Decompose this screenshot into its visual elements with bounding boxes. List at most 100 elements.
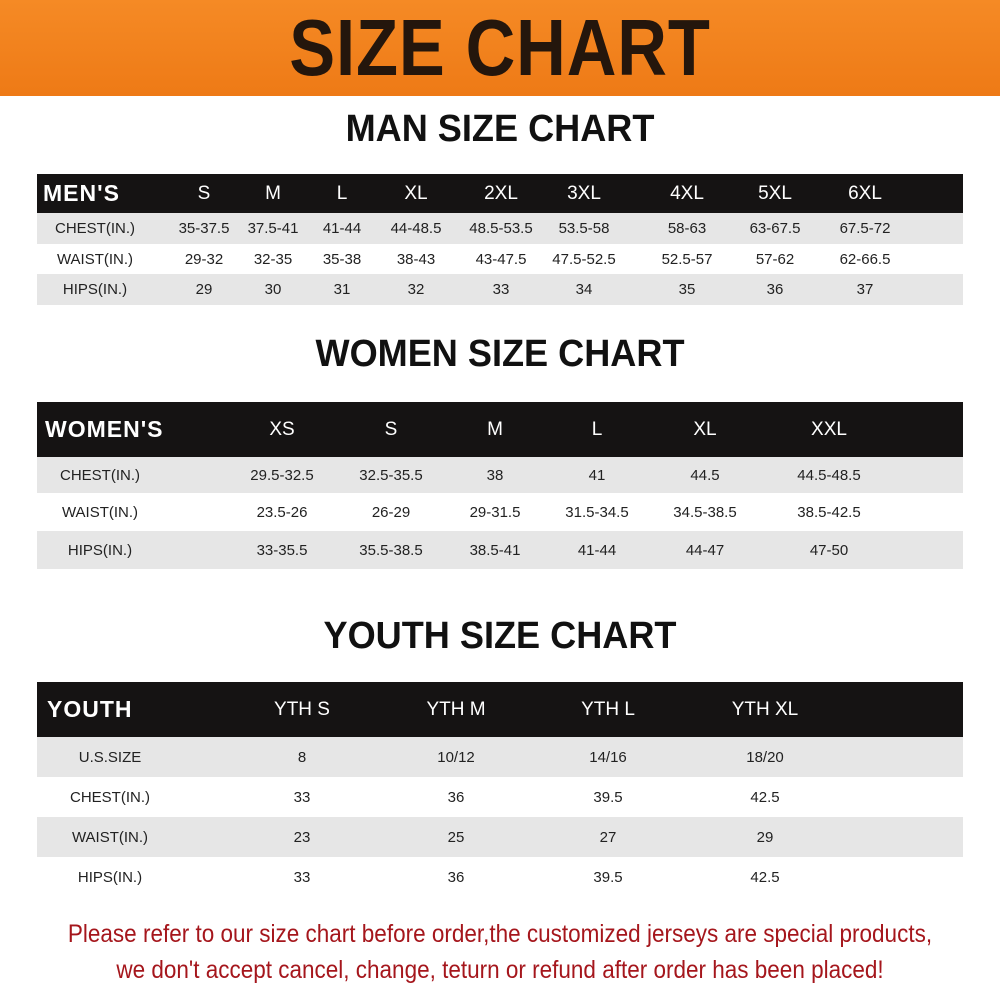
measurement-value: 31.5-34.5 xyxy=(565,503,629,521)
measurement-value: 47.5-52.5 xyxy=(552,250,616,268)
measurement-value: 29 xyxy=(195,281,213,298)
measurement-value: 30 xyxy=(264,281,282,298)
size-header-cell: XS xyxy=(269,418,295,440)
size-header-cell: YTH XL xyxy=(731,698,799,720)
size-header-cell: 5XL xyxy=(758,182,792,204)
measurement-label: U.S.SIZE xyxy=(78,748,142,766)
measurement-value: 32.5-35.5 xyxy=(359,466,423,484)
size-header-cell: L xyxy=(591,418,603,440)
measurement-value: 32 xyxy=(407,281,425,298)
measurement-value: 35-37.5 xyxy=(178,220,230,237)
youth-section-title: YOUTH SIZE CHART xyxy=(323,615,677,657)
measurement-value: 57-62 xyxy=(755,250,795,268)
measurement-value: 38.5-42.5 xyxy=(797,503,861,521)
measurement-value: 35 xyxy=(678,281,696,298)
measurement-value: 47-50 xyxy=(809,541,849,559)
size-header-cell: 6XL xyxy=(848,182,882,204)
order-notice-line-1: Please refer to our size chart before or… xyxy=(67,920,933,948)
men-size-table: MEN'S S M L XL 2XL 3XL 4XL 5XL 6XL CHEST(IN.) 35-37… xyxy=(37,174,963,305)
table-header-row: YOUTH YTH S YTH M YTH L YTH XL xyxy=(37,682,963,737)
measurement-value: 62-66.5 xyxy=(839,250,891,268)
measurement-label: WAIST(IN.) xyxy=(61,503,139,521)
measurement-value: 38 xyxy=(486,466,504,484)
table-header-row: MEN'S S M L XL 2XL 3XL 4XL 5XL 6XL xyxy=(37,174,963,213)
size-header-cell: YTH L xyxy=(581,698,635,720)
size-header-cell: M xyxy=(265,182,281,204)
measurement-label: HIPS(IN.) xyxy=(77,868,143,886)
size-header-cell: S xyxy=(197,182,211,204)
measurement-value: 41 xyxy=(588,466,606,484)
order-notice-line-2: we don't accept cancel, change, teturn o… xyxy=(116,956,884,984)
women-section-title: WOMEN SIZE CHART xyxy=(315,333,685,375)
table-title-cell: YOUTH xyxy=(47,696,133,722)
size-header-cell: XL xyxy=(404,182,428,204)
size-header-cell: M xyxy=(487,418,503,440)
table-row: WAIST(IN.) 23 25 27 29 xyxy=(37,817,963,857)
measurement-value: 33-35.5 xyxy=(256,541,308,559)
measurement-value: 14/16 xyxy=(589,748,627,766)
measurement-value: 8 xyxy=(297,748,307,766)
measurement-value: 37 xyxy=(856,281,874,298)
size-header-cell: 4XL xyxy=(670,182,704,204)
measurement-value: 38.5-41 xyxy=(469,541,521,559)
measurement-value: 33 xyxy=(293,868,311,886)
measurement-value: 39.5 xyxy=(593,788,623,806)
measurement-value: 38-43 xyxy=(396,250,436,268)
measurement-value: 23 xyxy=(293,828,311,846)
measurement-value: 26-29 xyxy=(371,503,411,521)
measurement-value: 42.5 xyxy=(750,788,780,806)
measurement-value: 41-44 xyxy=(577,541,617,559)
size-header-cell: S xyxy=(384,418,398,440)
measurement-value: 48.5-53.5 xyxy=(469,220,533,237)
table-row: WAIST(IN.) 23.5-26 26-29 29-31.5 31.5-34.5 34… xyxy=(37,493,963,531)
measurement-value: 44-48.5 xyxy=(390,220,442,237)
women-size-table: WOMEN'S XS S M L XL XXL CHEST(IN.) 29.5-32.5 32.5… xyxy=(37,402,963,569)
measurement-value: 39.5 xyxy=(593,868,623,886)
measurement-value: 29-31.5 xyxy=(469,503,521,521)
measurement-value: 10/12 xyxy=(437,748,475,766)
size-header-cell: XXL xyxy=(811,418,847,440)
measurement-label: CHEST(IN.) xyxy=(55,220,135,237)
measurement-value: 67.5-72 xyxy=(839,220,891,237)
measurement-value: 25 xyxy=(447,828,465,846)
size-header-cell: XL xyxy=(693,418,717,440)
size-chart-banner: SIZE CHART xyxy=(0,0,1000,96)
table-row: HIPS(IN.) 33-35.5 35.5-38.5 38.5-41 41-44 44-… xyxy=(37,531,963,569)
table-row: WAIST(IN.) 29-32 32-35 35-38 38-43 43-47.5 47.… xyxy=(37,244,963,274)
measurement-label: HIPS(IN.) xyxy=(67,541,133,559)
measurement-value: 37.5-41 xyxy=(247,220,299,237)
table-title-cell: WOMEN'S xyxy=(45,416,164,442)
measurement-value: 18/20 xyxy=(746,748,784,766)
measurement-value: 29 xyxy=(756,828,774,846)
measurement-value: 34.5-38.5 xyxy=(673,503,737,521)
measurement-value: 29.5-32.5 xyxy=(250,466,314,484)
measurement-value: 36 xyxy=(447,788,465,806)
page-title: SIZE CHART xyxy=(289,3,711,92)
size-header-cell: 3XL xyxy=(567,182,601,204)
measurement-value: 34 xyxy=(575,281,593,298)
measurement-value: 36 xyxy=(447,868,465,886)
table-row: CHEST(IN.) 33 36 39.5 42.5 xyxy=(37,777,963,817)
size-header-cell: YTH S xyxy=(274,698,330,720)
table-row: HIPS(IN.) 33 36 39.5 42.5 xyxy=(37,857,963,897)
measurement-value: 42.5 xyxy=(750,868,780,886)
table-row: CHEST(IN.) 29.5-32.5 32.5-35.5 38 41 44.5 44.5… xyxy=(37,457,963,493)
measurement-value: 27 xyxy=(599,828,617,846)
measurement-value: 36 xyxy=(766,281,784,298)
size-header-cell: L xyxy=(336,182,348,204)
measurement-label: CHEST(IN.) xyxy=(70,788,150,806)
measurement-label: WAIST(IN.) xyxy=(71,828,149,846)
measurement-label: CHEST(IN.) xyxy=(60,466,140,484)
measurement-value: 35.5-38.5 xyxy=(359,541,423,559)
measurement-value: 52.5-57 xyxy=(661,250,713,268)
measurement-value: 35-38 xyxy=(322,250,362,268)
measurement-value: 53.5-58 xyxy=(558,220,610,237)
measurement-label: WAIST(IN.) xyxy=(56,250,134,268)
measurement-value: 29-32 xyxy=(184,250,224,268)
measurement-value: 41-44 xyxy=(322,220,362,237)
measurement-value: 63-67.5 xyxy=(749,220,801,237)
men-section-title: MAN SIZE CHART xyxy=(345,108,655,150)
measurement-value: 44.5 xyxy=(690,466,720,484)
table-row: U.S.SIZE 8 10/12 14/16 18/20 xyxy=(37,737,963,777)
youth-size-table: YOUTH YTH S YTH M YTH L YTH XL U.S.SIZE 8 10/12… xyxy=(37,682,963,897)
